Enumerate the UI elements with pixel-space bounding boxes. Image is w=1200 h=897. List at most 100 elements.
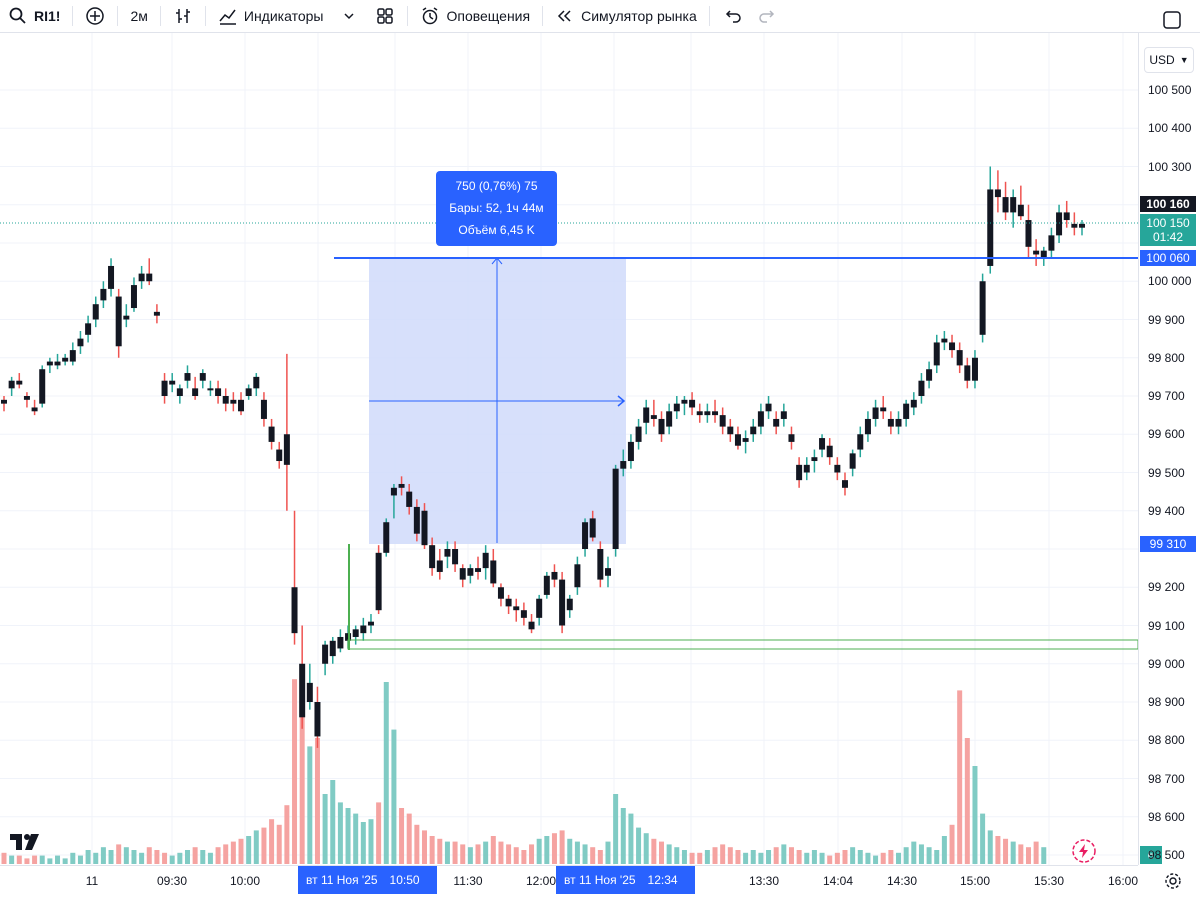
candle [100,281,107,309]
volume-bar [620,808,626,864]
candle [536,594,543,626]
lightning-alert-icon[interactable] [1071,838,1097,869]
volume-bar [934,850,940,864]
tradingview-logo[interactable] [8,830,44,857]
price-tick: 100 500 [1148,83,1192,97]
toolbar-divider [72,6,74,26]
volume-bar [773,847,779,864]
volume-bar [712,847,718,864]
volume-bar [1003,838,1009,864]
price-tick: 99 900 [1148,312,1185,327]
volume-bar [697,852,703,864]
candle [268,418,275,450]
volume-bar [116,844,122,864]
volume-bar [743,852,749,864]
chevron-down-icon [339,6,359,26]
chart-type-button[interactable] [165,0,201,32]
volume-bar [215,847,221,864]
interval-label: 2м [130,8,148,24]
volume-bar [551,833,557,864]
toolbar-divider [117,6,119,26]
gear-icon[interactable] [1162,870,1184,892]
candle [887,411,894,435]
fullscreen-button[interactable] [1154,4,1190,36]
candle [1002,181,1009,221]
candle [1071,212,1078,236]
volume-bar [766,850,772,864]
layouts-button[interactable] [367,0,403,32]
candle [979,273,986,343]
time-tick: 10:00 [229,874,261,888]
symbol-search-button[interactable]: RI1! [0,0,68,32]
indicators-button[interactable]: Индикаторы [210,0,332,32]
volume-bar [735,850,741,864]
measure-tooltip: 750 (0,76%) 75 Бары: 52, 1ч 44м Объём 6,… [436,171,557,246]
candle [627,434,634,469]
volume-bar [238,838,244,864]
volume-bar [307,746,313,864]
volume-bar [429,836,435,864]
volume-bar [261,827,267,864]
volume-bar [995,836,1001,864]
candle [964,357,971,389]
candle [673,396,680,419]
volume-bar [169,855,175,864]
volume-bar [391,729,397,864]
candle [696,403,703,423]
interval-button[interactable]: 2м [122,0,155,32]
volume-bar [926,847,932,864]
candle [367,614,374,634]
volume-bar [108,850,114,864]
candle [253,373,260,396]
volume-bar [299,710,305,864]
volume-bar [857,850,863,864]
candle [276,441,283,469]
volume-bar [597,850,603,864]
candle [987,166,994,274]
candle [482,545,489,580]
candle [352,625,359,645]
indicators-dropdown[interactable] [331,0,367,32]
price-tick: 99 700 [1148,389,1185,403]
alerts-button[interactable]: Оповещения [412,0,538,32]
price-scale[interactable] [1138,33,1200,865]
volume-bar [574,841,580,864]
currency-select[interactable]: USD ▼ [1144,47,1194,73]
toolbar-divider [204,6,206,26]
range-end-time: 12:34 [647,873,678,887]
price-tick: 99 800 [1148,350,1185,365]
range-end-time-label: вт 11 Ноя '25 12:34 [556,866,695,894]
candle [719,407,726,435]
volume-bar [972,766,978,864]
grid-layout-icon [375,6,395,26]
undo-button[interactable] [714,0,750,32]
volume-bar [421,830,427,864]
candle [375,545,382,615]
time-tick: 09:30 [156,874,188,888]
time-axis[interactable]: 11 09:30 10:00 11:30 12:00 13:30 14:04 1… [0,865,1138,896]
compare-symbol-button[interactable] [77,0,113,32]
volume-bar [345,808,351,864]
price-tick: 100 300 [1148,159,1192,174]
redo-button[interactable] [750,0,786,32]
volume-bar [674,847,680,864]
volume-bar [666,844,672,864]
candle [826,438,833,465]
range-start-time-label: вт 11 Ноя '25 10:50 [298,866,437,894]
candle [176,384,183,404]
time-tick: 12:00 [525,874,557,888]
measure-volume: Объём 6,45 K [458,223,535,237]
volume-bar [47,858,53,864]
candle [819,434,826,458]
volume-bar [704,850,710,864]
candle [903,399,910,427]
candle [566,594,573,618]
volume-bar [582,844,588,864]
volume-bar [230,841,236,864]
volume-bar [85,850,91,864]
volume-bar [521,850,527,864]
redo-icon [758,6,778,26]
candlestick-series [1,166,1085,748]
replay-button[interactable]: Симулятор рынка [547,0,705,32]
